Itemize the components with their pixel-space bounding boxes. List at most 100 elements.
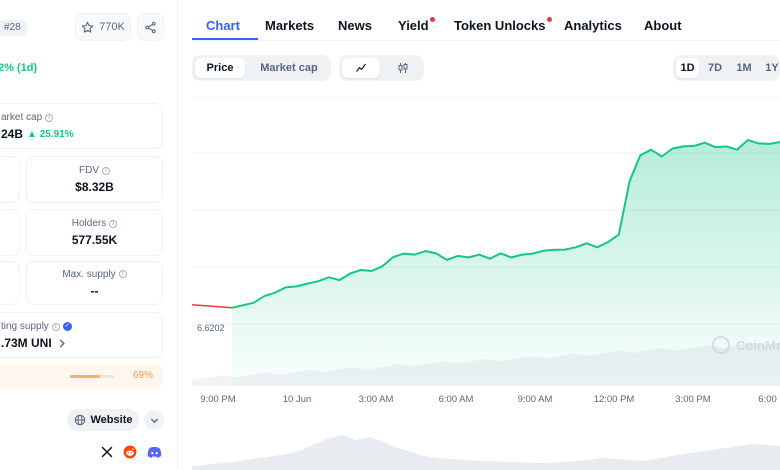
notification-dot bbox=[546, 17, 552, 22]
tab-news-label: News bbox=[338, 18, 372, 33]
x-icon bbox=[101, 446, 113, 458]
holders-value: 577.55K bbox=[71, 233, 118, 247]
candle-chart-button[interactable] bbox=[384, 58, 422, 78]
tab-markets-label: Markets bbox=[265, 18, 315, 33]
tab-bar: Chart Markets News Yield Token Unlocks A… bbox=[192, 0, 780, 41]
line-chart-button[interactable] bbox=[342, 58, 380, 78]
price-mode-button[interactable]: Price bbox=[195, 58, 245, 78]
price-chart[interactable]: 6.6202 CoinMa 9:00 PM 10 Jun 3:00 AM 6:00 A… bbox=[192, 96, 780, 470]
open-price-label: 6.6202 bbox=[197, 323, 225, 333]
info-icon[interactable]: i bbox=[118, 270, 127, 278]
x-tick-label: 9:00 PM bbox=[200, 394, 235, 405]
info-icon[interactable]: i bbox=[51, 322, 60, 331]
supply-progress-track bbox=[70, 375, 114, 378]
tab-markets[interactable]: Markets bbox=[265, 18, 314, 33]
circulating-supply-card: ting supply i ✓ .73M UNI bbox=[0, 312, 163, 358]
watchlist-count: 770K bbox=[99, 21, 125, 33]
reddit-link[interactable] bbox=[121, 443, 139, 461]
price-area bbox=[232, 140, 780, 386]
max-supply-label: Max. supply bbox=[62, 268, 116, 280]
info-icon[interactable]: i bbox=[109, 219, 118, 228]
tab-token-unlocks[interactable]: Token Unlocks bbox=[454, 17, 552, 33]
coinmarketcap-logo-icon bbox=[712, 336, 730, 354]
supply-progress: 69% bbox=[0, 363, 163, 389]
x-tick-label: 12:00 PM bbox=[594, 394, 635, 405]
tab-analytics-label: Analytics bbox=[564, 18, 622, 33]
candlestick-icon bbox=[398, 63, 408, 73]
chart-style-toggle bbox=[339, 55, 424, 81]
range-7d-button[interactable]: 7D bbox=[707, 62, 723, 74]
market-cap-change: 25.91% bbox=[39, 128, 74, 140]
tab-yield-label: Yield bbox=[398, 18, 429, 33]
tab-token-unlocks-label: Token Unlocks bbox=[454, 18, 546, 33]
circulating-supply-label: ting supply bbox=[1, 321, 49, 332]
discord-icon bbox=[147, 446, 161, 458]
chevron-right-icon bbox=[59, 338, 65, 348]
tab-chart[interactable]: Chart bbox=[206, 18, 240, 33]
x-tick-label: 3:00 PM bbox=[675, 394, 710, 405]
fdv-value: $8.32B bbox=[75, 180, 114, 194]
holders-label: Holders bbox=[71, 218, 107, 229]
price-line bbox=[231, 139, 780, 309]
tab-analytics[interactable]: Analytics bbox=[564, 18, 622, 33]
info-icon[interactable]: i bbox=[102, 166, 110, 175]
website-label: Website bbox=[90, 414, 133, 426]
share-button[interactable] bbox=[137, 13, 164, 41]
reddit-icon bbox=[123, 445, 137, 459]
range-1d-button[interactable]: 1D bbox=[676, 58, 699, 78]
discord-link[interactable] bbox=[145, 443, 163, 461]
x-tick-label: 6:00 AM bbox=[439, 394, 474, 405]
caret-up-icon: ▲ bbox=[27, 128, 37, 140]
x-tick-label: 3:00 AM bbox=[359, 394, 394, 405]
total-supply-card bbox=[0, 209, 20, 256]
max-supply-card: Max. supply i -- bbox=[26, 261, 163, 305]
line-chart-icon bbox=[356, 63, 366, 72]
x-link[interactable] bbox=[98, 443, 116, 461]
range-1m-button[interactable]: 1M bbox=[736, 62, 752, 74]
circulating-supply-link[interactable]: .73M UNI bbox=[1, 336, 162, 350]
market-cap-mode-button[interactable]: Market cap bbox=[260, 62, 318, 74]
x-tick-label: 9:00 AM bbox=[518, 394, 553, 405]
rank-badge: #28 bbox=[0, 20, 27, 36]
share-icon bbox=[145, 21, 156, 33]
max-supply-value: -- bbox=[90, 283, 99, 298]
supply-percent: 69% bbox=[132, 370, 153, 381]
tab-about[interactable]: About bbox=[644, 18, 682, 33]
x-tick-label: 6:00 P bbox=[758, 394, 780, 405]
notification-dot bbox=[429, 17, 435, 22]
tab-chart-label: Chart bbox=[206, 18, 240, 33]
time-range-toggle: 1D 7D 1M 1Y bbox=[673, 55, 780, 81]
volume-card bbox=[0, 156, 20, 203]
globe-icon bbox=[74, 414, 85, 426]
price-start-line bbox=[192, 304, 233, 309]
website-button[interactable]: Website bbox=[67, 409, 139, 431]
x-tick-label: 10 Jun bbox=[283, 394, 312, 405]
watermark: CoinMa bbox=[712, 336, 780, 354]
coin-overview-panel: #28 770K 2% (1d) arket cap i 24B ▲ 25.91%… bbox=[0, 0, 178, 470]
navigator-area bbox=[192, 435, 780, 470]
supply-progress-fill bbox=[70, 375, 101, 378]
tab-yield[interactable]: Yield bbox=[398, 17, 435, 33]
chart-mode-toggle: Price Market cap bbox=[192, 55, 331, 81]
circulating-supply-value: .73M UNI bbox=[1, 336, 52, 350]
price-change-1d: 2% (1d) bbox=[0, 62, 38, 74]
verified-icon: ✓ bbox=[62, 322, 72, 331]
fdv-card: FDV i $8.32B bbox=[26, 156, 163, 203]
watermark-text: CoinMa bbox=[736, 338, 780, 353]
chevron-down-icon bbox=[150, 418, 158, 423]
tab-news[interactable]: News bbox=[338, 18, 372, 33]
x-axis: 9:00 PM 10 Jun 3:00 AM 6:00 AM 9:00 AM 12:00 … bbox=[200, 394, 780, 405]
range-1y-button[interactable]: 1Y bbox=[765, 62, 779, 74]
active-tab-indicator bbox=[192, 38, 258, 40]
vol-mcap-card bbox=[0, 261, 20, 305]
fdv-label: FDV bbox=[79, 165, 99, 176]
watchlist-button[interactable]: 770K bbox=[75, 13, 131, 41]
holders-card: Holders i 577.55K bbox=[26, 209, 163, 256]
market-cap-card: arket cap i 24B ▲ 25.91% bbox=[0, 103, 163, 149]
more-links-button[interactable] bbox=[144, 410, 164, 430]
info-icon[interactable]: i bbox=[45, 113, 54, 122]
market-cap-label: arket cap bbox=[1, 112, 43, 123]
tab-about-label: About bbox=[644, 18, 682, 33]
star-icon bbox=[81, 21, 94, 33]
market-cap-value: 24B bbox=[1, 127, 24, 141]
